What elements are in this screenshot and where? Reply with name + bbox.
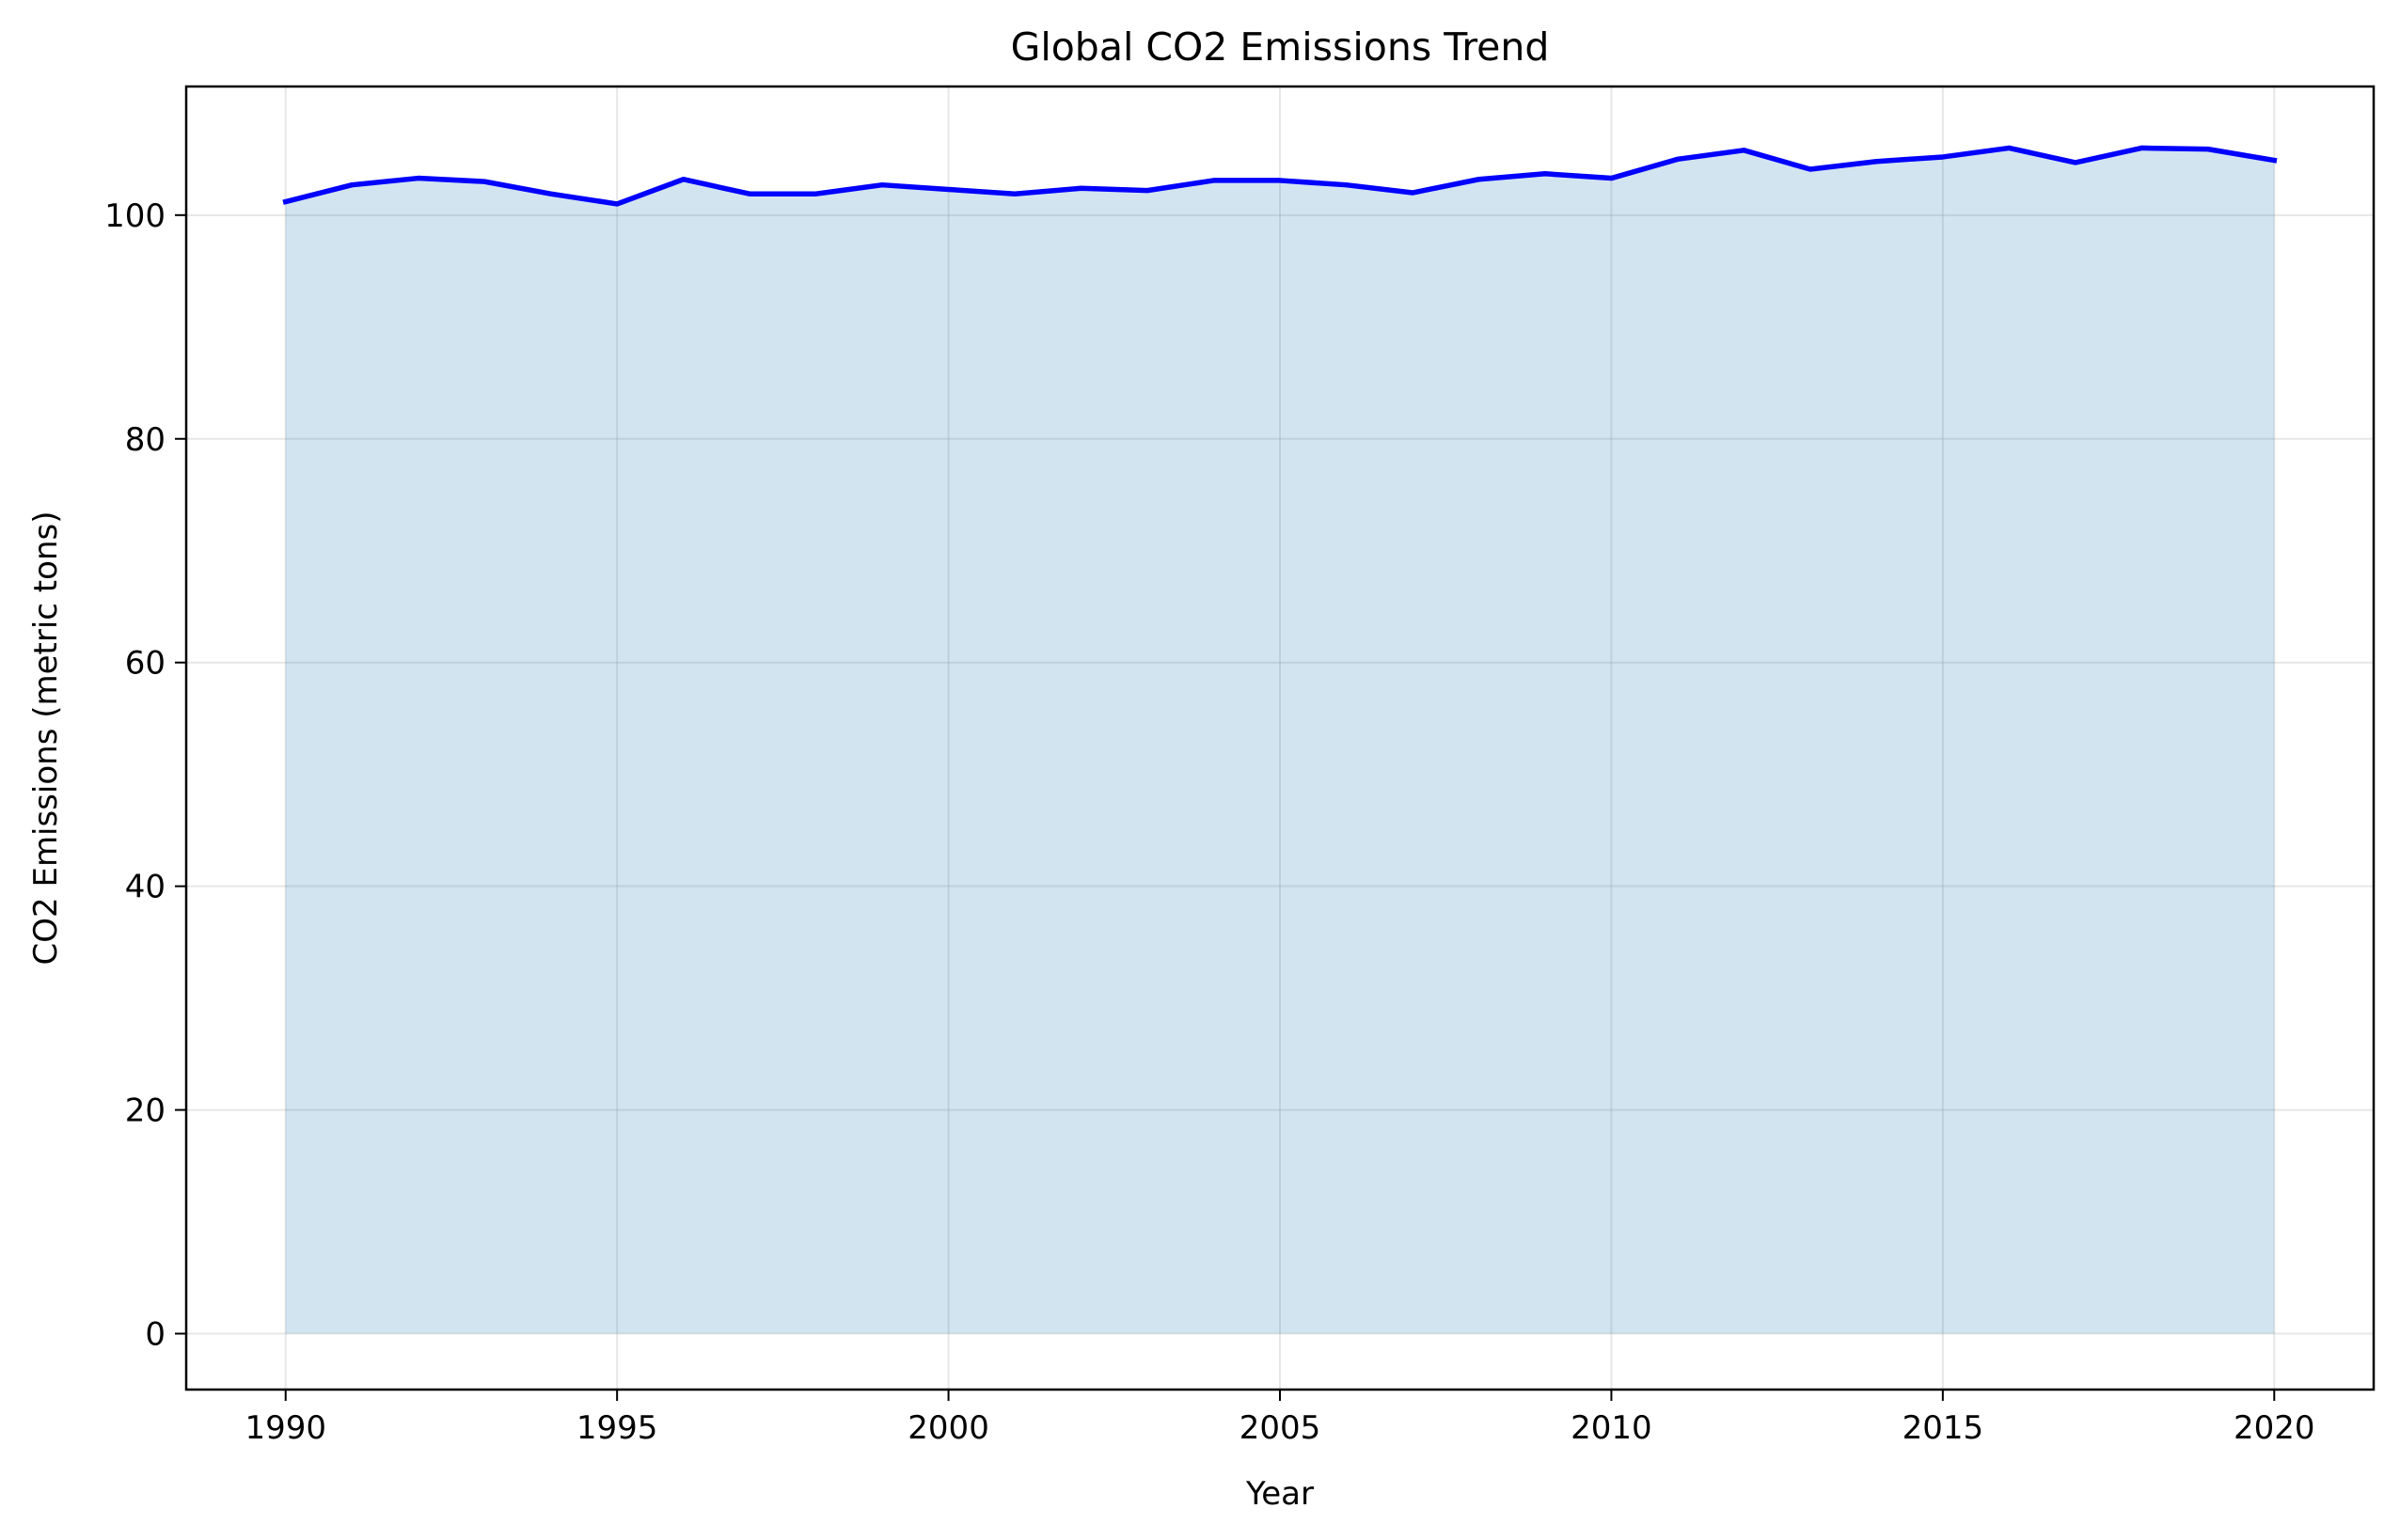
y-tick-label: 40 bbox=[125, 869, 166, 906]
y-tick-label: 60 bbox=[125, 645, 166, 683]
x-tick-label: 2000 bbox=[908, 1409, 989, 1447]
data-point bbox=[1542, 171, 1548, 177]
data-point bbox=[1940, 154, 1946, 160]
data-point bbox=[614, 201, 620, 207]
y-axis-ticks: 0 20 40 60 80 100 bbox=[104, 197, 186, 1354]
y-tick-label: 20 bbox=[125, 1092, 166, 1130]
data-point bbox=[1675, 156, 1681, 162]
data-point bbox=[681, 177, 687, 182]
x-axis-ticks: 1990 1995 2000 2005 2010 2015 2020 bbox=[245, 1390, 2315, 1447]
grid bbox=[186, 86, 2374, 1390]
data-point bbox=[1277, 178, 1283, 183]
data-point bbox=[1808, 166, 1813, 172]
data-point bbox=[2006, 145, 2012, 150]
data-point bbox=[747, 191, 752, 196]
data-point bbox=[1079, 185, 1084, 191]
x-axis-label: Year bbox=[1245, 1475, 1314, 1513]
data-point bbox=[1608, 176, 1614, 181]
data-point bbox=[1211, 178, 1217, 183]
data-point bbox=[2073, 160, 2078, 165]
data-point bbox=[1741, 148, 1746, 153]
data-point bbox=[349, 182, 355, 188]
data-point bbox=[2271, 158, 2277, 164]
data-point bbox=[946, 186, 952, 192]
data-point bbox=[1343, 182, 1349, 188]
data-point bbox=[482, 179, 487, 184]
y-tick-label: 80 bbox=[125, 421, 166, 459]
data-point bbox=[416, 176, 421, 181]
area-layer bbox=[285, 148, 2275, 1334]
data-point bbox=[813, 191, 819, 196]
x-tick-label: 2010 bbox=[1571, 1409, 1652, 1447]
x-tick-label: 2020 bbox=[2234, 1409, 2315, 1447]
y-tick-label: 0 bbox=[145, 1316, 166, 1354]
data-point bbox=[1145, 188, 1150, 194]
data-point bbox=[879, 182, 885, 188]
data-point bbox=[1410, 190, 1415, 196]
data-points bbox=[283, 145, 2277, 207]
x-tick-label: 1990 bbox=[245, 1409, 326, 1447]
x-tick-label: 2005 bbox=[1239, 1409, 1321, 1447]
y-tick-label: 100 bbox=[104, 197, 166, 235]
x-tick-label: 2015 bbox=[1903, 1409, 1984, 1447]
data-point bbox=[1012, 191, 1018, 196]
data-point bbox=[2139, 145, 2144, 150]
data-point bbox=[283, 199, 289, 205]
x-tick-label: 1995 bbox=[576, 1409, 658, 1447]
chart-title: Global CO2 Emissions Trend bbox=[1011, 24, 1550, 70]
data-point bbox=[2205, 147, 2211, 152]
y-axis-label: CO2 Emissions (metric tons) bbox=[27, 511, 65, 966]
data-point bbox=[1873, 159, 1879, 165]
area-fill bbox=[285, 148, 2275, 1334]
data-point bbox=[548, 191, 554, 196]
data-point bbox=[1476, 177, 1481, 182]
